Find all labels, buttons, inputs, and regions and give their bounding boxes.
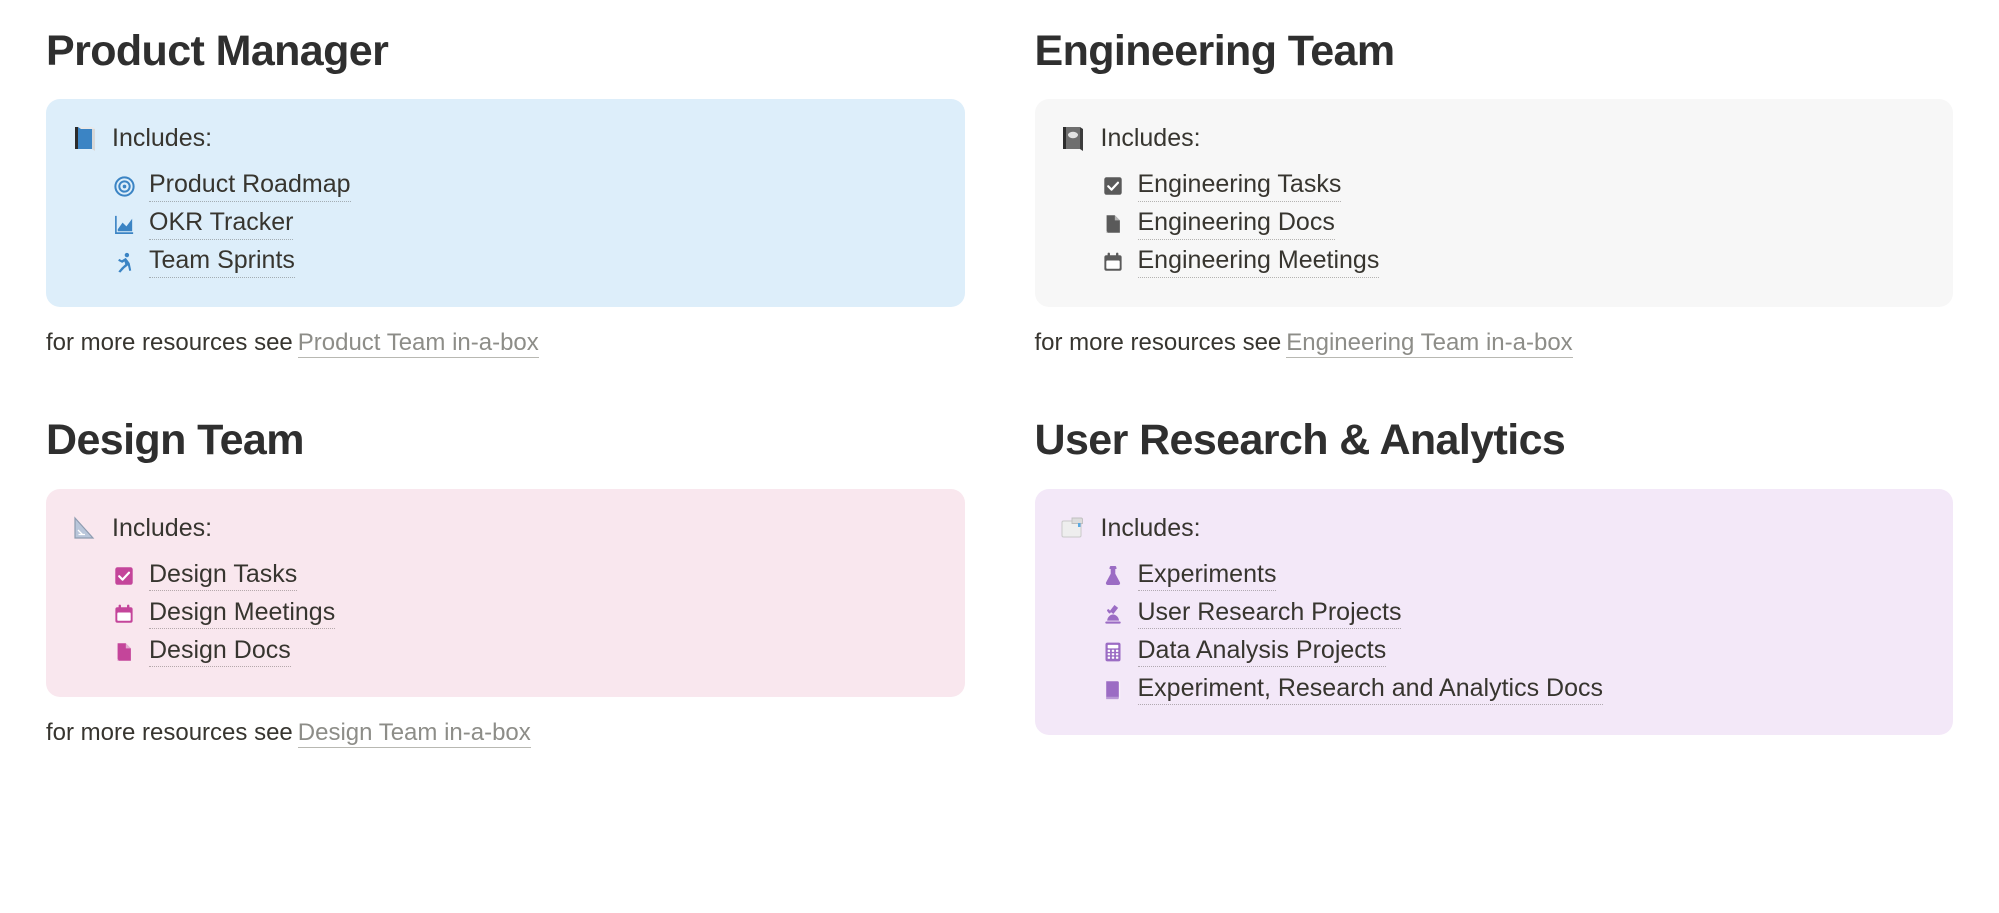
section-user-research-analytics: User Research & Analytics Includes: Expe… (1034, 416, 1953, 746)
list-item: Design Docs (112, 633, 939, 671)
includes-list: Engineering Tasks Engineering Docs Engin… (1059, 167, 1928, 281)
item-link[interactable]: OKR Tracker (149, 208, 294, 241)
calendar-icon (112, 602, 136, 626)
triangular-ruler-icon (70, 514, 98, 542)
item-link[interactable]: Engineering Meetings (1137, 246, 1380, 279)
item-link[interactable]: Design Meetings (149, 598, 336, 630)
flask-icon (1101, 564, 1125, 588)
includes-list: Design Tasks Design Meetings Design Docs (70, 557, 939, 671)
includes-row: Includes: (1059, 513, 1928, 543)
blue-book-icon (70, 124, 98, 152)
footer-prefix: for more resources see (46, 329, 293, 357)
item-link[interactable]: Engineering Tasks (1137, 170, 1342, 203)
document-icon (1101, 212, 1125, 236)
footer-link[interactable]: Product Team in-a-box (297, 329, 539, 359)
footer-link[interactable]: Design Team in-a-box (297, 718, 531, 748)
section-title: Product Manager (46, 27, 389, 75)
item-link[interactable]: Engineering Docs (1137, 208, 1335, 241)
page-root: Product Manager Includes: Product Roadma… (46, 27, 1954, 748)
list-item: Engineering Tasks (1101, 167, 1928, 205)
footer-line: for more resources see Product Team in-a-… (46, 329, 965, 359)
includes-label: Includes: (112, 124, 213, 153)
item-link[interactable]: Product Roadmap (149, 170, 351, 203)
list-item: User Research Projects (1101, 595, 1928, 633)
calculator-icon (1101, 640, 1125, 664)
section-title: Design Team (46, 416, 304, 465)
checkbox-checked-icon (112, 564, 136, 588)
includes-label: Includes: (112, 513, 213, 542)
notebook-icon (1059, 124, 1087, 152)
microscope-icon (1101, 602, 1125, 626)
footer-prefix: for more resources see (46, 718, 293, 746)
list-item: Team Sprints (112, 243, 939, 281)
includes-row: Includes: (70, 513, 939, 543)
item-link[interactable]: Team Sprints (149, 246, 295, 279)
document-icon (112, 640, 136, 664)
list-item: Data Analysis Projects (1101, 633, 1928, 671)
item-link[interactable]: Design Docs (149, 636, 291, 668)
item-link[interactable]: User Research Projects (1137, 598, 1402, 630)
list-item: Engineering Meetings (1101, 243, 1928, 281)
includes-row: Includes: (70, 123, 939, 153)
item-link[interactable]: Experiment, Research and Analytics Docs (1137, 674, 1603, 706)
bar-chart-icon (112, 212, 136, 236)
includes-card: Includes: Experiments User Research Proj… (1034, 488, 1953, 735)
footer-line: for more resources see Design Team in-a-b… (46, 718, 965, 748)
checkbox-checked-icon (1101, 174, 1125, 198)
section-title: User Research & Analytics (1034, 416, 1566, 465)
section-design-team: Design Team Includes: Design Tasks Desig… (46, 416, 965, 748)
target-icon (112, 174, 136, 198)
footer-prefix: for more resources see (1034, 329, 1282, 357)
footer-link[interactable]: Engineering Team in-a-box (1286, 329, 1573, 359)
list-item: Experiments (1101, 557, 1928, 595)
item-link[interactable]: Experiments (1137, 560, 1277, 592)
calendar-icon (1101, 250, 1125, 274)
includes-card: Includes: Engineering Tasks Engineering … (1034, 99, 1953, 308)
book-icon (1101, 678, 1125, 702)
footer-line: for more resources see Engineering Team i… (1034, 329, 1954, 359)
section-product-manager: Product Manager Includes: Product Roadma… (46, 27, 965, 359)
includes-label: Includes: (1100, 124, 1201, 153)
section-title: Engineering Team (1034, 27, 1396, 75)
includes-card: Includes: Design Tasks Design Meetings D… (46, 488, 965, 697)
includes-list: Experiments User Research Projects (1059, 557, 1928, 709)
item-link[interactable]: Data Analysis Projects (1137, 636, 1387, 668)
includes-card: Includes: Product Roadmap OKR Tracker Te… (46, 99, 965, 308)
sections-grid: Product Manager Includes: Product Roadma… (46, 27, 1954, 748)
card-index-dividers-icon (1059, 514, 1087, 542)
list-item: Product Roadmap (112, 167, 939, 205)
list-item: Experiment, Research and Analytics Docs (1101, 671, 1928, 709)
includes-list: Product Roadmap OKR Tracker Team Sprints (70, 167, 939, 281)
includes-label: Includes: (1100, 513, 1201, 542)
runner-icon (112, 250, 136, 274)
list-item: Engineering Docs (1101, 205, 1928, 243)
list-item: Design Meetings (112, 595, 939, 633)
includes-row: Includes: (1059, 123, 1928, 153)
item-link[interactable]: Design Tasks (149, 560, 298, 592)
list-item: OKR Tracker (112, 205, 939, 243)
section-engineering-team: Engineering Team Includes: Engineering T… (1034, 27, 1954, 359)
list-item: Design Tasks (112, 557, 939, 595)
